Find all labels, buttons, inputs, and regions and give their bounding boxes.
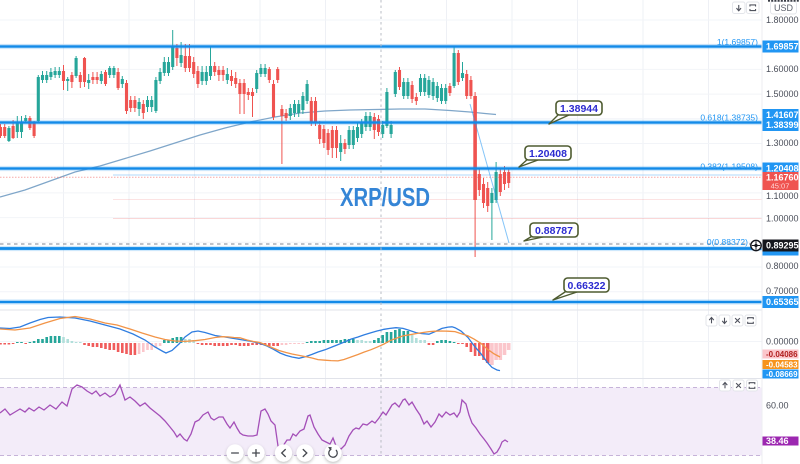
svg-text:1.60000: 1.60000 — [766, 64, 799, 74]
svg-text:1.10000: 1.10000 — [766, 191, 799, 201]
svg-text:-0.04583: -0.04583 — [766, 361, 798, 370]
svg-text:60.00: 60.00 — [766, 401, 789, 411]
svg-text:XRP/USD: XRP/USD — [340, 182, 430, 212]
svg-text:1.16760: 1.16760 — [766, 173, 799, 183]
svg-text:0.70000: 0.70000 — [766, 286, 799, 296]
svg-text:1.50000: 1.50000 — [766, 89, 799, 99]
svg-text:-0.08669: -0.08669 — [766, 370, 798, 379]
svg-text:45:07: 45:07 — [771, 182, 790, 191]
svg-text:1.38399: 1.38399 — [766, 120, 799, 130]
svg-text:0.66322: 0.66322 — [568, 280, 606, 292]
svg-text:0.80000: 0.80000 — [766, 261, 799, 271]
svg-text:0(0.88372): 0(0.88372) — [707, 237, 748, 247]
svg-text:0.65365: 0.65365 — [766, 297, 799, 307]
svg-text:1(1.69857): 1(1.69857) — [717, 37, 758, 47]
svg-text:0.88787: 0.88787 — [535, 225, 573, 237]
svg-text:USD: USD — [774, 3, 794, 13]
svg-text:1.80000: 1.80000 — [766, 15, 799, 25]
svg-text:1.30000: 1.30000 — [766, 138, 799, 148]
svg-text:0.89295: 0.89295 — [766, 241, 799, 251]
svg-text:1.00000: 1.00000 — [766, 214, 799, 224]
svg-text:1.41607: 1.41607 — [766, 110, 799, 120]
svg-text:1.38944: 1.38944 — [560, 103, 598, 115]
svg-text:0.00000: 0.00000 — [766, 337, 799, 347]
svg-text:1.20408: 1.20408 — [766, 164, 799, 174]
svg-text:0.382(1.19508): 0.382(1.19508) — [700, 162, 758, 172]
svg-text:1.69857: 1.69857 — [766, 42, 799, 52]
svg-text:1.20408: 1.20408 — [529, 148, 567, 160]
svg-text:0.618(1.38735): 0.618(1.38735) — [700, 113, 758, 123]
svg-text:-0.04086: -0.04086 — [766, 350, 798, 359]
svg-text:38.46: 38.46 — [766, 436, 789, 446]
